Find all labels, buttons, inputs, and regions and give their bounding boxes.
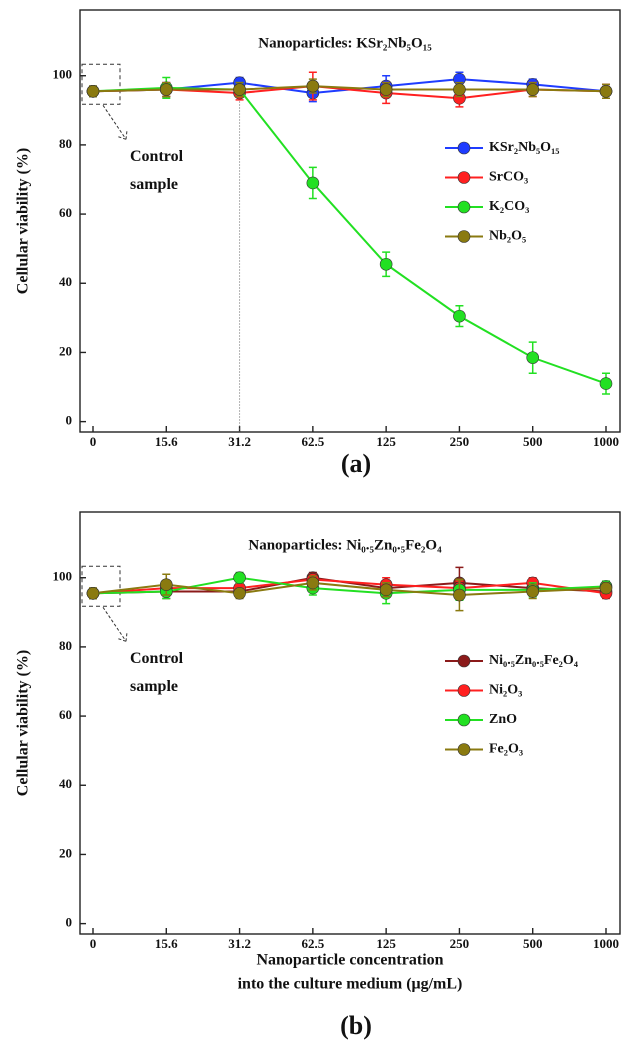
legend-marker: [457, 684, 471, 697]
annotation: Control: [130, 148, 184, 165]
y-tick-label: 20: [59, 343, 72, 358]
x-tick-label: 0: [90, 434, 97, 449]
x-tick-label: 500: [523, 936, 543, 951]
x-tick-label: 62.5: [301, 936, 324, 951]
y-axis-label: Cellular viability (%): [15, 148, 32, 294]
y-axis-label: Cellular viability (%): [15, 650, 32, 796]
marker: [86, 586, 100, 600]
x-tick-label: 250: [450, 936, 470, 951]
plot-frame: [79, 511, 621, 935]
x-tick-label: 62.5: [301, 434, 324, 449]
x-axis-label: Nanoparticle concentration: [256, 952, 443, 969]
marker: [306, 79, 320, 93]
marker: [599, 581, 613, 595]
marker: [233, 586, 246, 600]
y-tick-label: 60: [59, 205, 72, 220]
series-line: [92, 85, 607, 93]
control-box: [81, 565, 121, 607]
legend-label: Fe₂O₃: [489, 742, 523, 757]
x-axis-label: into the culture medium (μg/mL): [238, 976, 463, 993]
x-tick-label: 125: [376, 936, 396, 951]
x-tick-label: 15.6: [155, 434, 178, 449]
marker: [453, 309, 466, 323]
x-tick-label: 0: [90, 936, 97, 951]
plot-frame: [79, 9, 621, 433]
marker: [306, 176, 320, 190]
panel-label: (b): [340, 1011, 372, 1040]
y-tick-label: 40: [59, 274, 72, 289]
marker: [233, 571, 246, 585]
marker: [306, 576, 320, 590]
legend-label: Ni₀.₅Zn₀.₅Fe₂O₄: [489, 653, 579, 668]
control-arrow: [102, 607, 128, 642]
legend-marker: [457, 654, 471, 668]
series-line: [92, 576, 607, 595]
y-tick-label: 100: [53, 569, 73, 584]
y-tick-label: 0: [66, 915, 73, 930]
legend-marker: [457, 141, 471, 155]
legend-marker: [457, 713, 471, 727]
legend-marker: [457, 171, 471, 184]
marker: [599, 377, 613, 390]
marker: [159, 83, 173, 96]
panel-label: (a): [341, 449, 371, 478]
y-tick-label: 60: [59, 707, 72, 722]
x-tick-label: 31.2: [228, 434, 251, 449]
legend-marker: [457, 743, 471, 756]
y-tick-label: 0: [66, 413, 73, 428]
marker: [526, 585, 540, 598]
x-tick-label: 125: [376, 434, 396, 449]
annotation: Control: [130, 650, 184, 667]
marker: [526, 351, 540, 364]
x-tick-label: 250: [450, 434, 470, 449]
series-line: [92, 578, 607, 595]
chart-title: Nanoparticles: KSr₂Nb₅O₁₅: [258, 35, 432, 51]
y-tick-label: 80: [59, 136, 72, 151]
marker: [453, 588, 466, 602]
marker: [159, 578, 173, 591]
marker: [453, 83, 466, 96]
marker: [379, 257, 393, 271]
x-tick-label: 1000: [593, 936, 619, 951]
marker: [233, 83, 246, 96]
legend-label: KSr₂Nb₅O₁₅: [489, 140, 559, 155]
control-box: [81, 63, 121, 105]
marker: [526, 83, 540, 96]
legend-label: Nb₂O₅: [489, 229, 526, 244]
marker: [379, 83, 393, 96]
control-arrow: [102, 105, 128, 140]
legend-label: ZnO: [489, 712, 517, 727]
legend-marker: [457, 200, 471, 214]
x-tick-label: 31.2: [228, 936, 251, 951]
y-tick-label: 20: [59, 845, 72, 860]
series-line: [92, 581, 607, 597]
series-line: [92, 86, 607, 385]
chart-title: Nanoparticles: Ni₀.₅Zn₀.₅Fe₂O₄: [248, 537, 442, 553]
legend-label: Ni₂O₃: [489, 683, 522, 698]
legend-marker: [457, 230, 471, 243]
annotation: sample: [130, 176, 178, 193]
marker: [86, 84, 100, 98]
y-tick-label: 100: [53, 67, 73, 82]
marker: [379, 583, 393, 597]
x-tick-label: 1000: [593, 434, 619, 449]
legend-label: K₂CO₃: [489, 199, 529, 214]
legend-label: SrCO₃: [489, 170, 528, 185]
x-tick-label: 15.6: [155, 936, 178, 951]
x-tick-label: 500: [523, 434, 543, 449]
y-tick-label: 80: [59, 638, 72, 653]
annotation: sample: [130, 678, 178, 695]
y-tick-label: 40: [59, 776, 72, 791]
marker: [599, 84, 613, 98]
